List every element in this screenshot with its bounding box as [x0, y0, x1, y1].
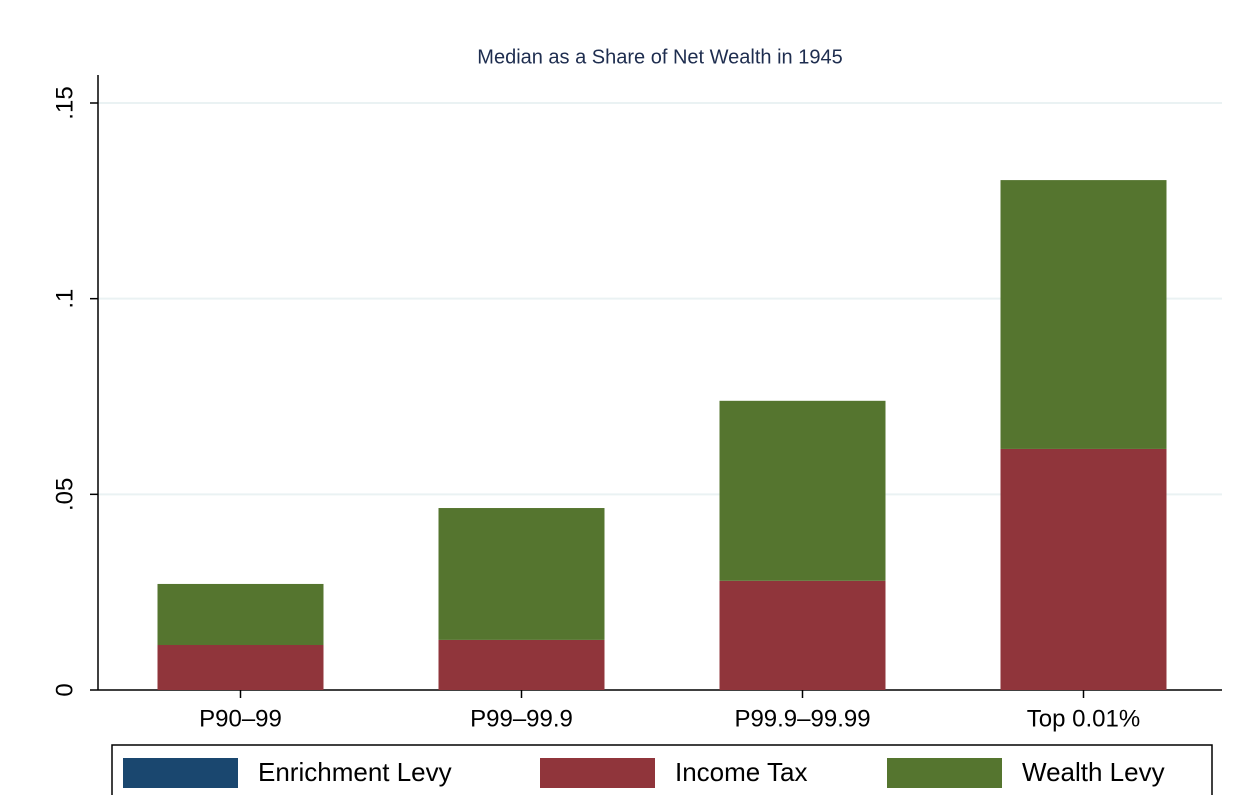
x-tick-label: P99.9–99.99 [734, 705, 870, 732]
y-tick-label: .15 [51, 86, 78, 119]
legend-box [111, 744, 1213, 795]
legend-swatch [540, 758, 655, 788]
bar-segment [438, 508, 605, 640]
bar-segment [1000, 180, 1167, 449]
bar-segment [1000, 448, 1167, 690]
x-tick-label: Top 0.01% [1027, 705, 1140, 732]
legend-label: Enrichment Levy [258, 757, 452, 787]
y-tick-label: .1 [51, 289, 78, 309]
x-tick-label: P90–99 [199, 705, 282, 732]
chart-title: Median as a Share of Net Wealth in 1945 [477, 46, 842, 68]
legend-swatch [123, 758, 238, 788]
bar-segment [438, 639, 605, 690]
legend-swatch [887, 758, 1002, 788]
bar-segment [157, 644, 324, 690]
x-tick-label: P99–99.9 [470, 705, 573, 732]
bar-segment [719, 400, 886, 581]
legend-label: Wealth Levy [1022, 757, 1165, 787]
bar-segment [719, 580, 886, 690]
y-tick-label: .05 [51, 478, 78, 511]
legend-label: Income Tax [675, 757, 807, 787]
y-tick-label: 0 [51, 683, 78, 696]
bar-segment [157, 583, 324, 645]
